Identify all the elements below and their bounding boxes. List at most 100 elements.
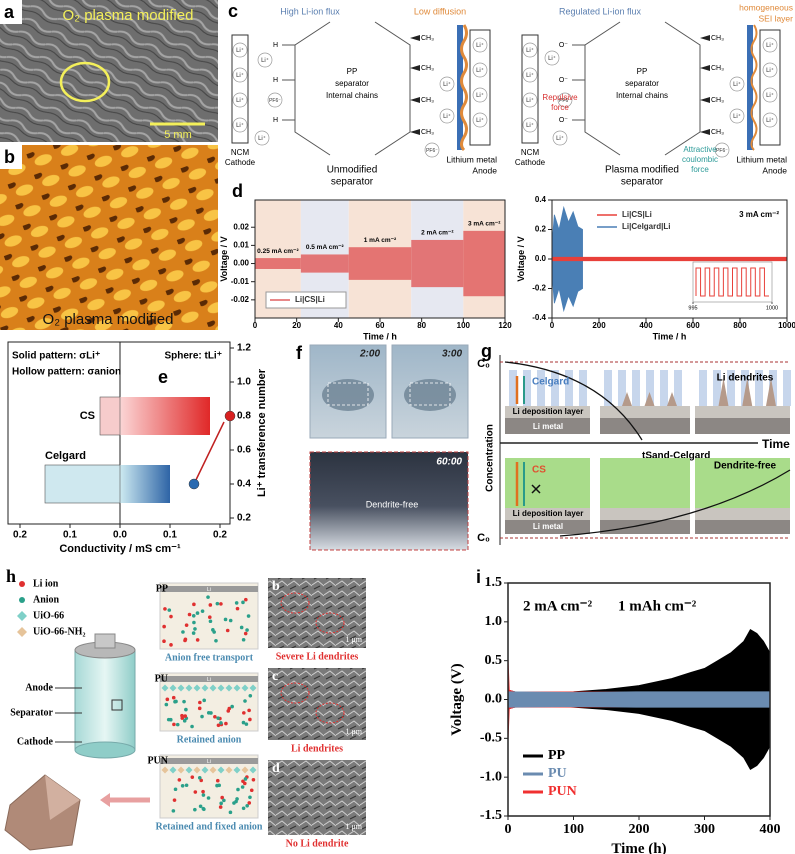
pillar (727, 370, 735, 406)
y-tick-label: 0.5 (485, 653, 503, 668)
y-tick-label: 0.02 (233, 222, 249, 231)
particle (192, 602, 196, 607)
wedge (700, 65, 710, 71)
particle (234, 601, 239, 605)
uio-marker (185, 684, 193, 692)
pillar (537, 370, 545, 406)
x-tick-label: 0.1 (163, 530, 177, 541)
particle (173, 787, 178, 792)
annotation: 1 mAh cm⁻² (618, 598, 697, 614)
inset-wave (695, 267, 769, 297)
pillar (741, 370, 749, 406)
particle (243, 781, 247, 786)
ion: Li⁺ (261, 57, 269, 64)
x-tick-label: 120 (498, 321, 512, 330)
uio-marker (233, 766, 241, 774)
dendrite (766, 378, 776, 406)
x-tick-label: 200 (592, 321, 606, 330)
battery-body (74, 649, 136, 751)
scheme-name: PU (155, 673, 168, 684)
attractive-label: force (691, 165, 709, 174)
x-tick-label: 20 (292, 321, 301, 330)
wedge (410, 35, 420, 41)
y2-axis-label: Li⁺ transference number (256, 368, 268, 497)
cell (695, 458, 790, 508)
particle (235, 797, 239, 801)
wedge (700, 97, 710, 103)
anode-box (469, 29, 491, 146)
particle (195, 638, 200, 642)
block-mark (531, 484, 541, 494)
pillar (523, 370, 531, 406)
concentration-curve (504, 361, 643, 441)
attractive-label: Attractive (683, 145, 717, 154)
uio-marker (17, 611, 27, 621)
x-tick-label: 200 (629, 822, 650, 837)
conductivity-bar (120, 397, 210, 435)
particle (219, 602, 223, 606)
pillar (699, 370, 707, 406)
particle (195, 611, 200, 615)
particle (198, 700, 202, 705)
uio-marker (169, 684, 177, 692)
scheme-box (159, 582, 259, 650)
ion: Li⁺ (476, 42, 484, 49)
y-tick-label: 1.0 (485, 614, 503, 629)
group: CH₃ (421, 129, 434, 136)
particle (167, 608, 172, 612)
ion (439, 76, 455, 92)
ion (762, 87, 778, 103)
group: H (273, 117, 278, 124)
legend-label: Li|CS|Li (622, 210, 652, 219)
sem-label: c (272, 669, 278, 684)
pf6: PF6⁻ (559, 98, 571, 104)
dendrite-outline (280, 682, 310, 704)
particle (198, 804, 203, 809)
group: O⁻ (559, 77, 568, 84)
particle (244, 722, 249, 726)
c0-label: C₀ (477, 532, 490, 544)
roi (327, 382, 369, 406)
particle (173, 699, 177, 704)
y-axis-label: Voltage / V (219, 236, 229, 281)
step-label: 0.25 mA cm⁻² (257, 248, 299, 255)
flux-label: Regulated Li-ion flux (559, 6, 642, 16)
photo (309, 451, 469, 551)
dendrite (718, 378, 729, 406)
sem-label: b (272, 579, 280, 594)
ion: Li⁺ (258, 135, 266, 142)
separator-label: Internal chains (616, 91, 668, 100)
metal (695, 418, 790, 434)
layer-label: Li metal (533, 522, 563, 531)
particle (222, 798, 226, 803)
electrode (160, 676, 258, 682)
particle (162, 639, 166, 643)
particle (223, 617, 228, 622)
y-tick-label: 0.00 (233, 259, 249, 268)
deposition (600, 508, 690, 520)
particle (200, 714, 204, 719)
pillar (551, 370, 559, 406)
ion (762, 62, 778, 78)
uio-marker (249, 766, 257, 774)
category-label: CS (80, 410, 95, 422)
particle (225, 628, 230, 633)
mof-crystal (4, 774, 81, 851)
legend-label: Li|Celgard|Li (622, 222, 670, 231)
ion (557, 92, 573, 108)
ion (729, 76, 745, 92)
particle (192, 620, 196, 625)
arrow-head (100, 793, 110, 807)
ion (762, 112, 778, 128)
step-label: 0.5 mA cm⁻² (306, 244, 345, 251)
y2-tick-label: 0.6 (237, 445, 251, 456)
ion: Li⁺ (526, 122, 534, 129)
t-sand-label: tSand-Celgard (642, 451, 710, 462)
attractive-label: coulombic (682, 155, 718, 164)
ion: Li⁺ (766, 42, 774, 49)
ion (472, 62, 488, 78)
legend-label: Anion (33, 594, 60, 605)
y-tick-label: -0.02 (231, 295, 250, 304)
uio-marker (193, 766, 201, 774)
ion: Li⁺ (556, 135, 564, 142)
